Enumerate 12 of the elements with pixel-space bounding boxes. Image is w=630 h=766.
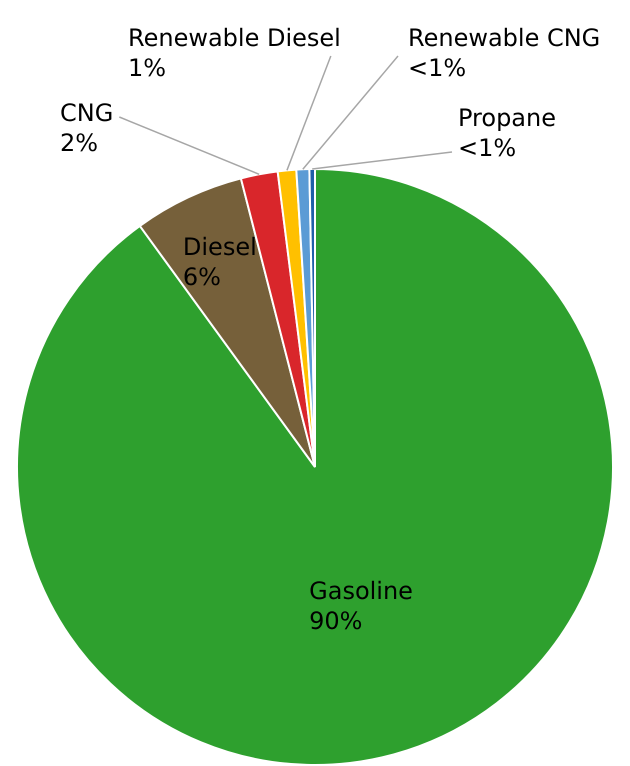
slice-label: CNG bbox=[60, 99, 114, 128]
slice-label: Diesel bbox=[182, 233, 257, 262]
data-label: 2% bbox=[60, 129, 98, 158]
data-label: 6% bbox=[182, 263, 221, 292]
data-label: <1% bbox=[458, 134, 516, 162]
slice-label: Gasoline bbox=[309, 576, 413, 605]
data-label: 90% bbox=[309, 606, 362, 635]
data-label: <1% bbox=[408, 54, 466, 82]
slice-label: Propane bbox=[458, 104, 556, 132]
slice-label: Renewable CNG bbox=[408, 24, 600, 52]
slice-label: Renewable Diesel bbox=[128, 24, 341, 52]
data-label: 1% bbox=[128, 54, 166, 82]
